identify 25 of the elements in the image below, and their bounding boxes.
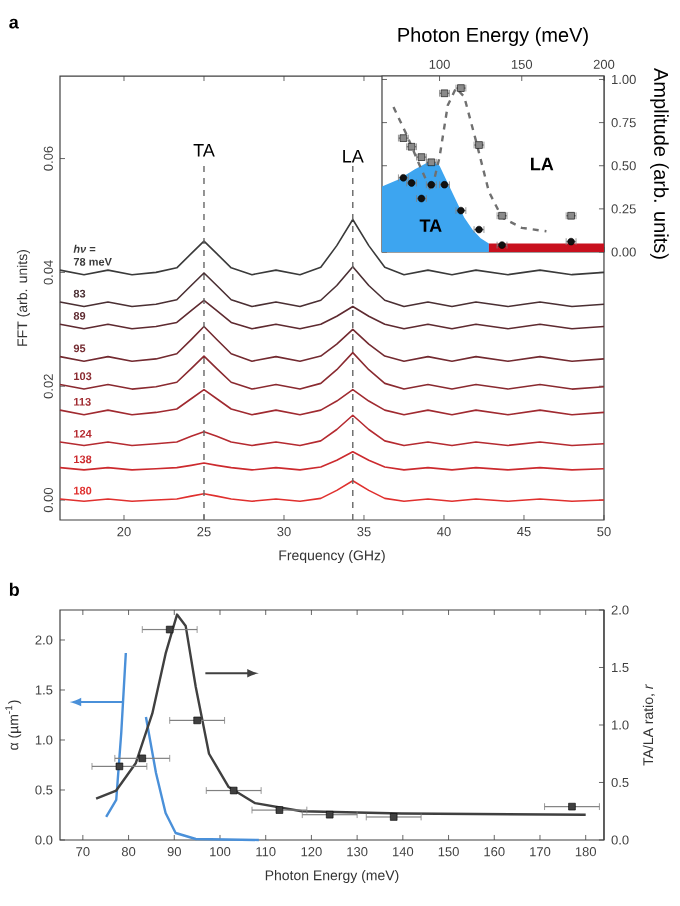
annotation: TA <box>193 144 215 157</box>
line-series <box>59 325 605 362</box>
point <box>390 813 398 821</box>
line-series <box>59 299 605 330</box>
line-series <box>59 479 605 503</box>
line-series <box>59 351 605 390</box>
point <box>138 754 146 763</box>
annotation: LA <box>343 150 364 163</box>
line-series <box>59 414 605 447</box>
point <box>115 762 124 771</box>
x-axis-title: Photon Energy (meV) <box>398 27 588 46</box>
annotation: LA <box>531 157 554 171</box>
point <box>326 810 334 819</box>
point <box>166 625 174 634</box>
text: b <box>9 582 19 597</box>
annotation: TA <box>419 219 442 232</box>
text: a <box>9 18 19 29</box>
line-series <box>59 265 605 308</box>
point <box>193 716 201 725</box>
point <box>230 786 238 795</box>
line-series <box>59 450 605 471</box>
point <box>568 802 576 811</box>
line-series <box>59 388 605 416</box>
y-axis-title: Amplitude (arb. units) <box>650 68 669 259</box>
point <box>275 806 284 814</box>
